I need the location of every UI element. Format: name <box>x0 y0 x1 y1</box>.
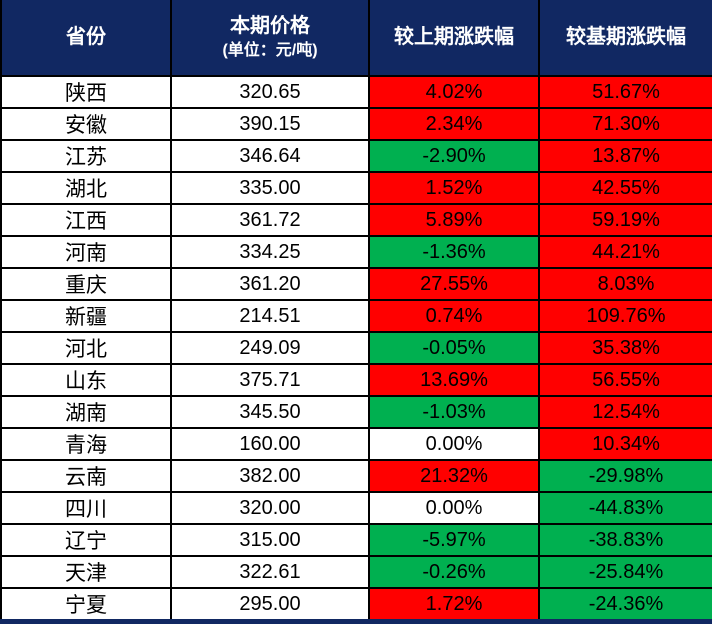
cell-change-prev: -5.97% <box>368 523 540 557</box>
cell-change-base: 42.55% <box>538 171 712 205</box>
cell-change-prev: 5.89% <box>368 203 540 237</box>
cell-province: 云南 <box>0 459 172 493</box>
cell-change-base: 44.21% <box>538 235 712 269</box>
cell-change-base: -44.83% <box>538 491 712 525</box>
header-province-label: 省份 <box>66 26 106 48</box>
cell-province: 辽宁 <box>0 523 172 557</box>
cell-change-base: -29.98% <box>538 459 712 493</box>
cell-price: 382.00 <box>170 459 370 493</box>
cell-price: 315.00 <box>170 523 370 557</box>
header-change-prev-label: 较上期涨跌幅 <box>394 26 514 48</box>
cell-change-base: 109.76% <box>538 299 712 333</box>
cell-price: 320.65 <box>170 75 370 109</box>
table-row: 山东 375.71 13.69% 56.55% <box>0 363 712 397</box>
cell-price: 345.50 <box>170 395 370 429</box>
table-row: 安徽 390.15 2.34% 71.30% <box>0 107 712 141</box>
cell-province: 河南 <box>0 235 172 269</box>
cell-change-base: 59.19% <box>538 203 712 237</box>
cell-price: 295.00 <box>170 587 370 623</box>
table-row: 湖北 335.00 1.52% 42.55% <box>0 171 712 205</box>
cell-change-base: 10.34% <box>538 427 712 461</box>
cell-change-base: 13.87% <box>538 139 712 173</box>
table-row: 江西 361.72 5.89% 59.19% <box>0 203 712 237</box>
cell-province: 河北 <box>0 331 172 365</box>
table-row: 新疆 214.51 0.74% 109.76% <box>0 299 712 333</box>
cell-change-prev: 27.55% <box>368 267 540 301</box>
table-body: 陕西 320.65 4.02% 51.67% 安徽 390.15 2.34% 7… <box>0 75 712 623</box>
cell-change-prev: -2.90% <box>368 139 540 173</box>
cell-change-base: 8.03% <box>538 267 712 301</box>
cell-change-base: -24.36% <box>538 587 712 623</box>
cell-change-prev: 1.52% <box>368 171 540 205</box>
cell-price: 335.00 <box>170 171 370 205</box>
cell-price: 249.09 <box>170 331 370 365</box>
cell-province: 安徽 <box>0 107 172 141</box>
cell-price: 214.51 <box>170 299 370 333</box>
cell-change-prev: 0.00% <box>368 427 540 461</box>
table-row: 辽宁 315.00 -5.97% -38.83% <box>0 523 712 557</box>
cell-change-prev: 21.32% <box>368 459 540 493</box>
table-row: 河南 334.25 -1.36% 44.21% <box>0 235 712 269</box>
cell-price: 334.25 <box>170 235 370 269</box>
cell-province: 青海 <box>0 427 172 461</box>
table-row: 天津 322.61 -0.26% -25.84% <box>0 555 712 589</box>
header-change-prev: 较上期涨跌幅 <box>368 0 540 77</box>
cell-change-prev: -1.36% <box>368 235 540 269</box>
cell-province: 天津 <box>0 555 172 589</box>
cell-price: 375.71 <box>170 363 370 397</box>
table-row: 云南 382.00 21.32% -29.98% <box>0 459 712 493</box>
cell-change-prev: 13.69% <box>368 363 540 397</box>
table-row: 青海 160.00 0.00% 10.34% <box>0 427 712 461</box>
cell-province: 陕西 <box>0 75 172 109</box>
table-row: 河北 249.09 -0.05% 35.38% <box>0 331 712 365</box>
cell-province: 新疆 <box>0 299 172 333</box>
table-header: 省份 本期价格 (单位：元/吨) 较上期涨跌幅 较基期涨跌幅 <box>0 0 712 77</box>
cell-province: 四川 <box>0 491 172 525</box>
table-row: 湖南 345.50 -1.03% 12.54% <box>0 395 712 429</box>
cell-change-prev: 2.34% <box>368 107 540 141</box>
cell-price: 160.00 <box>170 427 370 461</box>
cell-province: 重庆 <box>0 267 172 301</box>
cell-change-base: 71.30% <box>538 107 712 141</box>
cell-province: 宁夏 <box>0 587 172 623</box>
table-row: 重庆 361.20 27.55% 8.03% <box>0 267 712 301</box>
cell-change-prev: 0.00% <box>368 491 540 525</box>
cell-price: 346.64 <box>170 139 370 173</box>
table-row: 陕西 320.65 4.02% 51.67% <box>0 75 712 109</box>
cell-price: 361.72 <box>170 203 370 237</box>
cell-change-prev: 1.72% <box>368 587 540 623</box>
cell-change-base: -25.84% <box>538 555 712 589</box>
cell-change-prev: -1.03% <box>368 395 540 429</box>
cell-province: 山东 <box>0 363 172 397</box>
header-price-label: 本期价格 <box>230 15 310 37</box>
table-row: 江苏 346.64 -2.90% 13.87% <box>0 139 712 173</box>
cell-change-base: -38.83% <box>538 523 712 557</box>
header-price-unit: (单位：元/吨) <box>222 42 318 59</box>
cell-province: 湖北 <box>0 171 172 205</box>
table-row: 宁夏 295.00 1.72% -24.36% <box>0 587 712 623</box>
header-change-base-label: 较基期涨跌幅 <box>566 26 686 48</box>
cell-price: 320.00 <box>170 491 370 525</box>
header-change-base: 较基期涨跌幅 <box>538 0 712 77</box>
cell-change-prev: 4.02% <box>368 75 540 109</box>
cell-change-prev: 0.74% <box>368 299 540 333</box>
cell-price: 390.15 <box>170 107 370 141</box>
cell-change-base: 12.54% <box>538 395 712 429</box>
cell-price: 361.20 <box>170 267 370 301</box>
cell-change-prev: -0.26% <box>368 555 540 589</box>
cell-change-prev: -0.05% <box>368 331 540 365</box>
cell-change-base: 56.55% <box>538 363 712 397</box>
cell-change-base: 51.67% <box>538 75 712 109</box>
cell-province: 江西 <box>0 203 172 237</box>
cell-change-base: 35.38% <box>538 331 712 365</box>
table-row: 四川 320.00 0.00% -44.83% <box>0 491 712 525</box>
cell-price: 322.61 <box>170 555 370 589</box>
header-price: 本期价格 (单位：元/吨) <box>170 0 370 77</box>
header-province: 省份 <box>0 0 172 77</box>
cell-province: 湖南 <box>0 395 172 429</box>
cell-province: 江苏 <box>0 139 172 173</box>
